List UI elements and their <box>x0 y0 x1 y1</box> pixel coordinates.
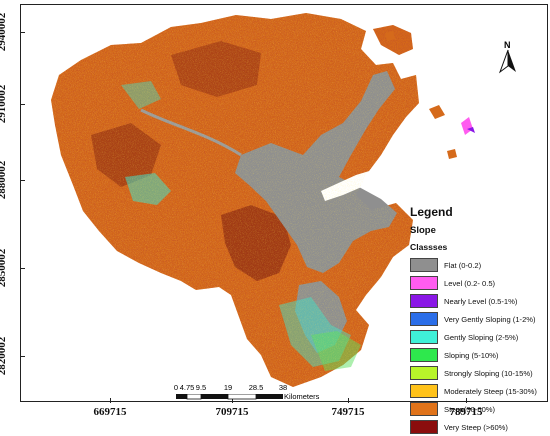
legend-item-label: Sloping (5-10%) <box>444 350 499 360</box>
north-arrow-icon <box>498 49 516 74</box>
island-4 <box>447 149 457 159</box>
legend-item-label: Gently Sloping (2-5%) <box>444 332 519 342</box>
scale-tick-label: 4.75 <box>179 383 195 392</box>
land-northeast <box>373 25 413 55</box>
scale-tick-label: 0 <box>173 383 179 392</box>
y-tick-mark <box>20 268 25 269</box>
legend-swatch <box>410 366 438 380</box>
legend-swatch <box>410 384 438 398</box>
y-tick-label: 2820002 <box>0 336 8 376</box>
legend-item-label: Moderately Steep (15-30%) <box>444 386 537 396</box>
y-tick-mark <box>20 180 25 181</box>
legend-swatch <box>410 330 438 344</box>
legend-item: Very Gently Sloping (1-2%) <box>410 310 550 328</box>
island-5 <box>385 31 395 41</box>
map-frame <box>20 4 548 402</box>
x-tick-mark <box>110 398 111 403</box>
island-2 <box>461 117 473 135</box>
slope-map <box>51 13 475 387</box>
legend-item-label: Strongly Sloping (10-15%) <box>444 368 533 378</box>
legend-item-label: Nearly Level (0.5-1%) <box>444 296 518 306</box>
legend-swatch <box>410 312 438 326</box>
y-tick-label: 2850002 <box>0 248 8 288</box>
y-tick-label: 2880002 <box>0 160 8 200</box>
legend-classes-heading: Classses <box>410 242 448 252</box>
legend-swatch <box>410 276 438 290</box>
x-tick-mark <box>348 398 349 403</box>
x-tick-mark <box>466 398 467 403</box>
legend-item: Steep(30-60%) <box>410 400 550 418</box>
legend-items: Flat (0-0.2) Level (0.2- 0.5) Nearly Level… <box>410 256 550 436</box>
legend-item: Moderately Steep (15-30%) <box>410 382 550 400</box>
legend-item-label: Very Gently Sloping (1-2%) <box>444 314 536 324</box>
legend-item: Nearly Level (0.5-1%) <box>410 292 550 310</box>
y-tick-mark <box>20 356 25 357</box>
y-tick-mark <box>20 32 25 33</box>
legend-item: Sloping (5-10%) <box>410 346 550 364</box>
moderately-steep-speckle <box>51 13 419 387</box>
scale-tick-label: 19 <box>223 383 233 392</box>
legend-item-label: Level (0.2- 0.5) <box>444 278 496 288</box>
legend-subtitle: Slope <box>410 225 436 236</box>
legend: Legend Slope Classses Flat (0-0.2) Level … <box>410 205 550 436</box>
legend-item: Gently Sloping (2-5%) <box>410 328 550 346</box>
x-tick-label: 669715 <box>93 406 127 418</box>
scale-tick-label: 9.5 <box>195 383 207 392</box>
legend-swatch <box>410 294 438 308</box>
legend-swatch <box>410 348 438 362</box>
x-tick-label: 749715 <box>331 406 365 418</box>
legend-item-label: Flat (0-0.2) <box>444 260 482 270</box>
y-tick-label: 2940002 <box>0 12 8 52</box>
legend-item: Level (0.2- 0.5) <box>410 274 550 292</box>
legend-swatch <box>410 258 438 272</box>
y-tick-label: 2910002 <box>0 84 8 124</box>
island-3 <box>467 127 475 133</box>
legend-swatch <box>410 402 438 416</box>
legend-item: Very Steep (>60%) <box>410 418 550 436</box>
x-tick-label: 709715 <box>215 406 249 418</box>
legend-title: Legend <box>410 205 453 219</box>
scale-unit-label: Kilometers <box>284 392 320 401</box>
island-1 <box>429 105 445 119</box>
legend-item-label: Very Steep (>60%) <box>444 422 508 432</box>
x-tick-label: 789715 <box>449 406 483 418</box>
legend-item: Strongly Sloping (10-15%) <box>410 364 550 382</box>
north-label: N <box>504 40 511 50</box>
x-tick-mark <box>232 398 233 403</box>
scale-bar-graphic <box>176 394 283 400</box>
legend-item: Flat (0-0.2) <box>410 256 550 274</box>
slope-map-figure: 2940002 2910002 2880002 2850002 2820002 … <box>0 4 548 434</box>
scale-tick-label: 28.5 <box>248 383 264 392</box>
scale-tick-label: 38 <box>278 383 288 392</box>
y-tick-mark <box>20 104 25 105</box>
legend-item-label: Steep(30-60%) <box>444 404 496 414</box>
legend-swatch <box>410 420 438 434</box>
